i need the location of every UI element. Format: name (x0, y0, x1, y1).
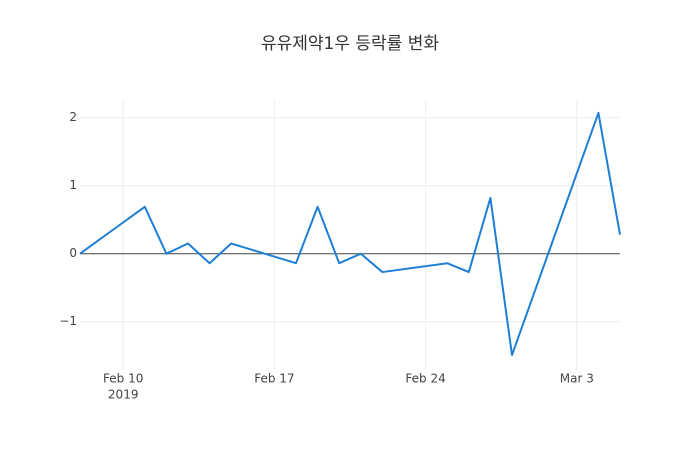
chart-title: 유유제약1우 등락률 변화 (261, 34, 439, 54)
x-tick-label: Feb 10 (103, 372, 143, 386)
data-line (79, 111, 621, 357)
x-tick-label: Feb 24 (405, 372, 445, 386)
x-year-label: 2019 (108, 388, 139, 402)
y-tick-label: −1 (59, 314, 77, 328)
x-tick-label: Feb 17 (254, 372, 294, 386)
y-tick-label: 2 (69, 110, 77, 124)
x-tick-label: Mar 3 (560, 372, 594, 386)
y-tick-label: 1 (69, 178, 77, 192)
y-tick-label: 0 (69, 246, 77, 260)
